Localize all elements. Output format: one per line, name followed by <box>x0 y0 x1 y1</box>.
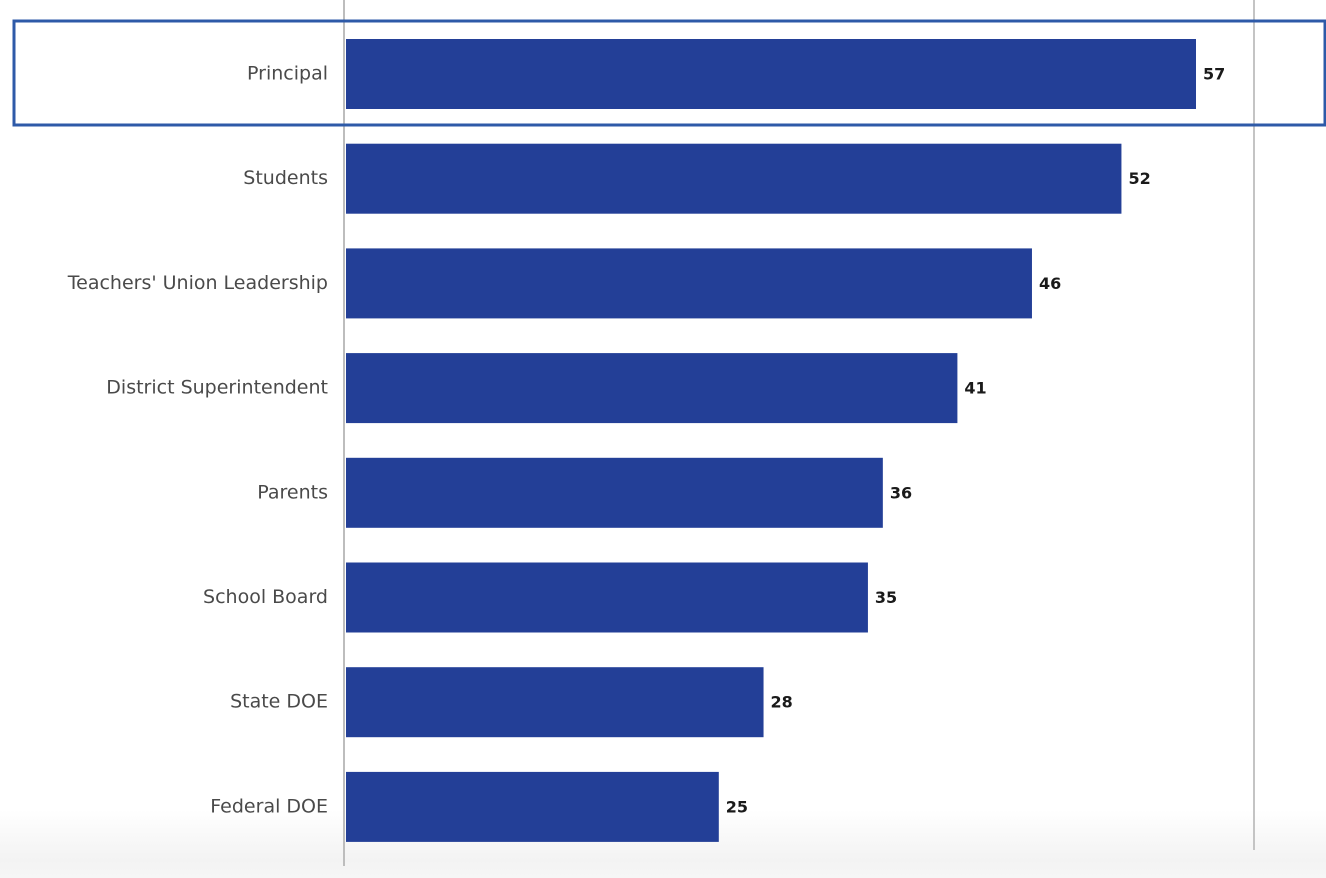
bar-district-superintendent <box>346 353 958 424</box>
value-label-district-superintendent: 41 <box>964 379 986 398</box>
value-label-school-board: 35 <box>875 588 897 607</box>
category-label-district-superintendent: District Superintendent <box>106 377 328 399</box>
bars-group: Principal 57 Students 52 Teachers' Union Lea… <box>67 39 1225 842</box>
bar-students <box>346 143 1122 214</box>
bar-teachers-union-leadership <box>346 248 1032 319</box>
highlight-box-principal <box>12 19 1326 127</box>
bar-state-doe <box>346 667 764 738</box>
value-label-parents: 36 <box>890 483 912 502</box>
category-label-principal: Principal <box>247 63 328 85</box>
value-label-federal-doe: 25 <box>726 797 748 816</box>
category-label-teachers-union-leadership: Teachers' Union Leadership <box>67 272 328 294</box>
category-label-parents: Parents <box>257 481 328 503</box>
value-label-state-doe: 28 <box>771 693 793 712</box>
category-label-school-board: School Board <box>203 586 328 608</box>
value-label-principal: 57 <box>1203 65 1225 84</box>
bar-federal-doe <box>346 771 719 842</box>
value-label-teachers-union-leadership: 46 <box>1039 274 1061 293</box>
category-label-federal-doe: Federal DOE <box>210 795 328 817</box>
value-label-students: 52 <box>1128 169 1150 188</box>
category-label-students: Students <box>243 167 328 189</box>
bar-principal <box>346 39 1196 109</box>
category-label-state-doe: State DOE <box>230 691 328 713</box>
bar-parents <box>346 457 883 528</box>
bar-school-board <box>346 562 868 633</box>
